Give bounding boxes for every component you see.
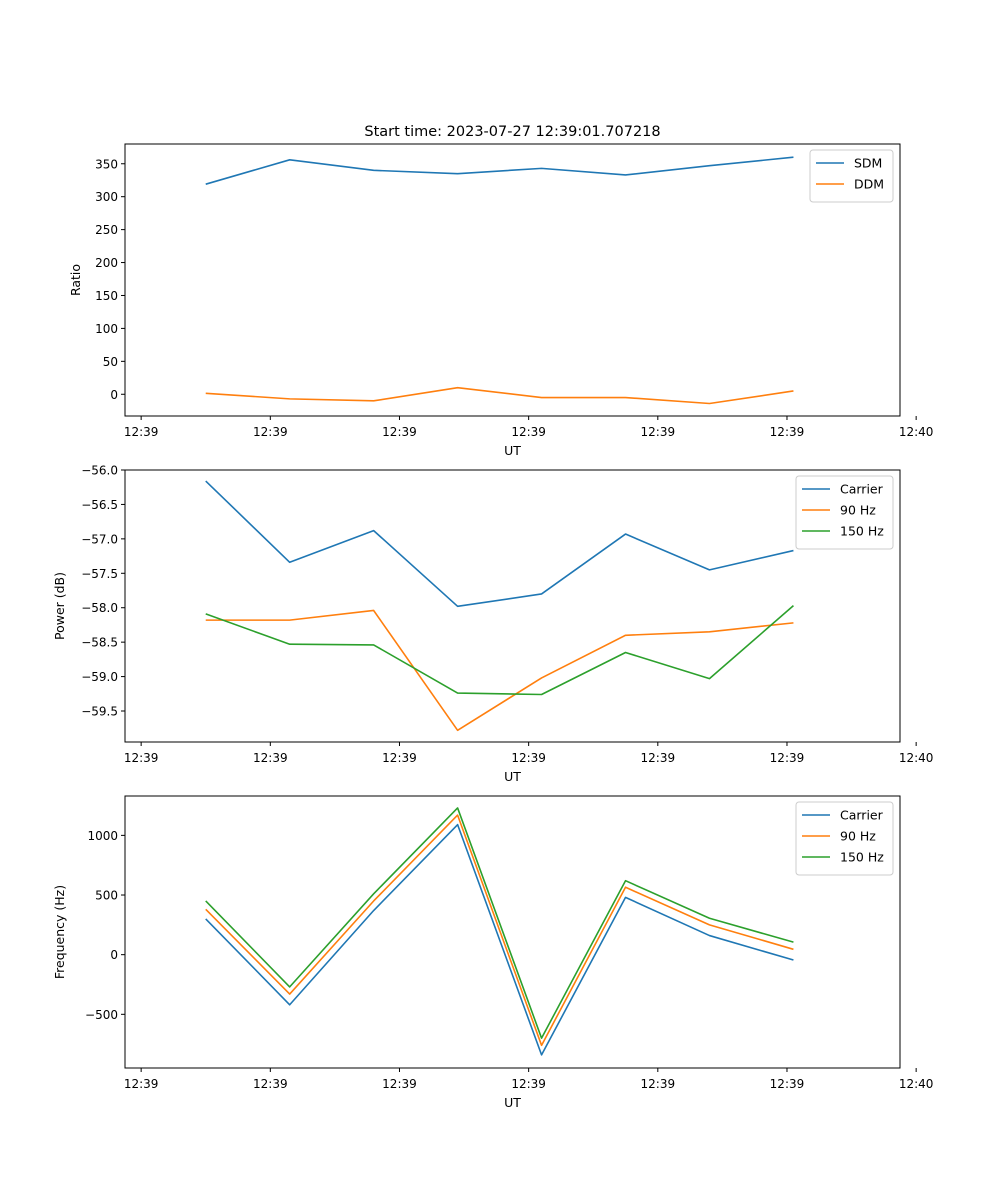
x-tick-label: 12:39 (511, 1077, 546, 1091)
y-tick-label: −57.0 (81, 532, 118, 546)
y-tick-label: 500 (95, 889, 118, 903)
y-tick-label: 200 (95, 256, 118, 270)
legend-label: Carrier (840, 808, 884, 823)
x-tick-label: 12:39 (382, 751, 417, 765)
chart-1: 12:39 12:39 12:39 12:39 12:39 12:39 12:40 0 50 10… (68, 143, 934, 458)
x-tick-label: 12:40 (899, 1077, 934, 1091)
x-tick-label: 12:39 (770, 425, 805, 439)
x-tick-label: 12:39 (124, 751, 159, 765)
series-line-150-hz (205, 605, 794, 696)
y-tick-label: 350 (95, 157, 118, 171)
y-tick-label: −500 (85, 1008, 118, 1022)
y-tick-label: −58.5 (81, 636, 118, 650)
y-tick-label: −56.0 (81, 464, 118, 478)
series-line-150-hz (205, 807, 794, 1039)
x-tick-label: 12:39 (511, 425, 546, 439)
chart-3: 12:39 12:39 12:39 12:39 12:39 12:39 12:40 −500 0… (52, 795, 934, 1110)
series-line-ddm (205, 386, 794, 405)
y-tick-label: −59.5 (81, 705, 118, 719)
legend-label: Carrier (840, 482, 884, 497)
y-tick-label: 250 (95, 223, 118, 237)
chart-2: 12:39 12:39 12:39 12:39 12:39 12:39 12:40 −56.0… (52, 464, 933, 785)
y-tick-label: −58.0 (81, 601, 118, 615)
series-line-carrier (205, 480, 794, 608)
x-tick-label: 12:39 (641, 1077, 676, 1091)
y-tick-label: 150 (95, 289, 118, 303)
y-axis-label: Frequency (Hz) (52, 885, 67, 979)
legend-label: DDM (854, 177, 884, 192)
x-tick-label: 12:39 (253, 1077, 288, 1091)
x-tick-label: 12:39 (382, 425, 417, 439)
y-tick-label: 300 (95, 190, 118, 204)
series-line-90-hz (205, 814, 794, 1047)
y-tick-label: −56.5 (81, 498, 118, 512)
y-tick-label: 0 (110, 388, 118, 402)
x-tick-label: 12:39 (253, 425, 288, 439)
y-axis-label: Power (dB) (52, 572, 67, 640)
y-tick-label: 1000 (87, 829, 118, 843)
x-axis-label: UT (504, 443, 521, 458)
x-tick-label: 12:39 (770, 1077, 805, 1091)
x-tick-label: 12:40 (899, 751, 934, 765)
series-line-carrier (205, 823, 794, 1056)
x-tick-label: 12:39 (511, 751, 546, 765)
series-line-sdm (205, 156, 794, 185)
plots-area: 12:39 12:39 12:39 12:39 12:39 12:39 12:40 0 50 10… (52, 143, 934, 1110)
figure-title: Start time: 2023-07-27 12:39:01.707218 (364, 124, 660, 140)
y-tick-label: 0 (110, 948, 118, 962)
x-tick-label: 12:39 (641, 425, 676, 439)
y-tick-label: 50 (103, 355, 118, 369)
y-tick-label: −57.5 (81, 567, 118, 581)
x-tick-label: 12:39 (770, 751, 805, 765)
axes-frame (124, 143, 901, 417)
x-axis-label: UT (504, 769, 521, 784)
legend-label: 150 Hz (840, 850, 884, 865)
x-tick-label: 12:39 (124, 1077, 159, 1091)
series-line-90-hz (205, 609, 794, 732)
x-tick-label: 12:39 (641, 751, 676, 765)
legend-label: SDM (854, 156, 882, 171)
x-tick-label: 12:39 (253, 751, 288, 765)
legend-label: 90 Hz (840, 829, 876, 844)
x-tick-label: 12:40 (899, 425, 934, 439)
x-axis-label: UT (504, 1095, 521, 1110)
x-tick-label: 12:39 (124, 425, 159, 439)
y-tick-label: 100 (95, 322, 118, 336)
y-tick-label: −59.0 (81, 670, 118, 684)
axes-frame (124, 795, 901, 1069)
legend-label: 90 Hz (840, 503, 876, 518)
y-axis-label: Ratio (68, 264, 83, 296)
x-tick-label: 12:39 (382, 1077, 417, 1091)
axes-frame (124, 469, 901, 743)
legend-label: 150 Hz (840, 524, 884, 539)
